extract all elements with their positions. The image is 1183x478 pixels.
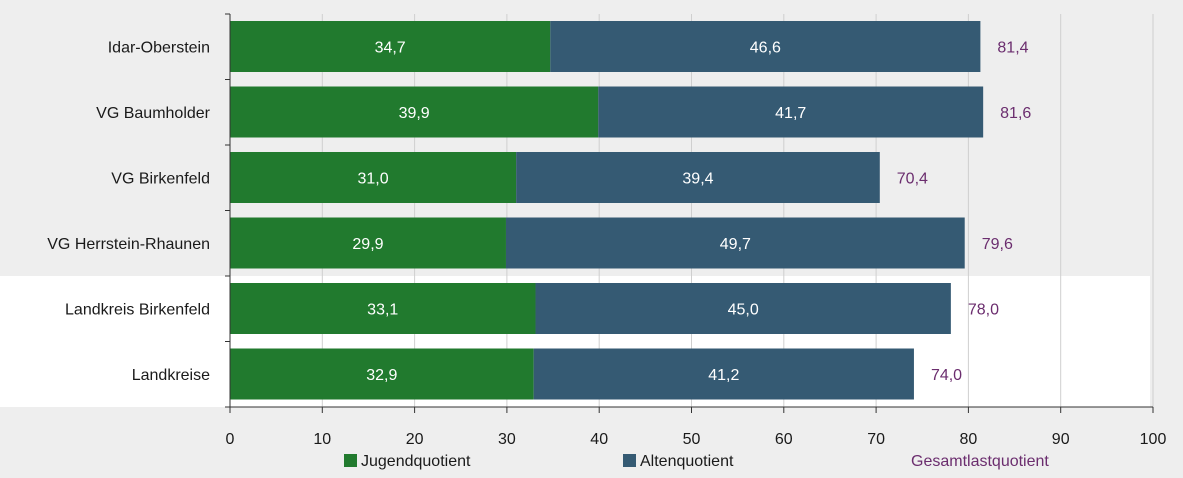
data-label: 41,7	[775, 105, 806, 122]
data-label: 39,9	[399, 105, 430, 122]
bar-segment-jugend	[230, 152, 517, 203]
total-label: 78,0	[968, 302, 999, 319]
x-tick-label: 70	[867, 431, 885, 448]
x-tick-label: 60	[775, 431, 793, 448]
axes: 0 10 20 30 40 50 60 70 80 90 100	[225, 13, 1167, 448]
x-tick-label: 20	[406, 431, 424, 448]
bar-segment-alten	[550, 21, 981, 72]
grid-lines	[321, 14, 1154, 407]
data-label: 33,1	[367, 302, 398, 319]
x-tick-label: 30	[498, 431, 516, 448]
legend-altenquotient-swatch	[623, 454, 636, 467]
category-label: Landkreise	[132, 367, 210, 384]
category-label: VG Birkenfeld	[111, 171, 210, 188]
data-label: 41,2	[708, 367, 739, 384]
category-label: Idar-Oberstein	[108, 40, 210, 57]
data-label: 45,0	[728, 302, 759, 319]
x-tick-label: 50	[683, 431, 701, 448]
data-label: 32,9	[366, 367, 397, 384]
x-tick-label: 40	[590, 431, 608, 448]
legend-altenquotient-label: Altenquotient	[640, 453, 734, 470]
data-label: 46,6	[750, 40, 781, 57]
bar-segment-jugend	[230, 348, 534, 400]
data-label: 34,7	[375, 40, 406, 57]
bar-segment-alten	[533, 348, 914, 400]
x-tick-label: 100	[1140, 431, 1167, 448]
bar-segment-alten	[505, 217, 965, 269]
bar-segment-alten	[516, 152, 880, 203]
total-label: 79,6	[982, 236, 1013, 253]
bar-segment-jugend	[230, 86, 599, 138]
legend-jugendquotient-swatch	[344, 454, 357, 467]
x-tick-label: 90	[1052, 431, 1070, 448]
data-label: 39,4	[682, 171, 713, 188]
x-tick-label: 0	[226, 431, 235, 448]
bar-segment-jugend	[230, 217, 506, 269]
total-label: 70,4	[897, 171, 928, 188]
legend-jugendquotient-label: Jugendquotient	[361, 453, 471, 470]
data-label: 31,0	[357, 171, 388, 188]
bars: 34,7 46,6 81,4 Idar-Oberstein 39,9 41,7 81,6 VG…	[47, 21, 1031, 400]
total-label: 81,4	[997, 40, 1028, 57]
total-label: 81,6	[1000, 105, 1031, 122]
category-label: VG Baumholder	[96, 105, 211, 122]
x-tick-label: 10	[313, 431, 331, 448]
bar-segment-jugend	[230, 283, 536, 334]
legend-gesamtlastquotient-label: Gesamtlastquotient	[911, 453, 1049, 470]
data-label: 49,7	[720, 236, 751, 253]
x-tick-label: 80	[960, 431, 978, 448]
legend: Jugendquotient Altenquotient Gesamtlastquo…	[344, 453, 1049, 470]
category-label: VG Herrstein-Rhaunen	[47, 236, 210, 253]
total-label: 74,0	[931, 367, 962, 384]
bar-segment-jugend	[230, 21, 551, 72]
category-label: Landkreis Birkenfeld	[65, 302, 210, 319]
data-label: 29,9	[352, 236, 383, 253]
bar-segment-alten	[535, 283, 951, 334]
bar-segment-alten	[598, 86, 984, 138]
